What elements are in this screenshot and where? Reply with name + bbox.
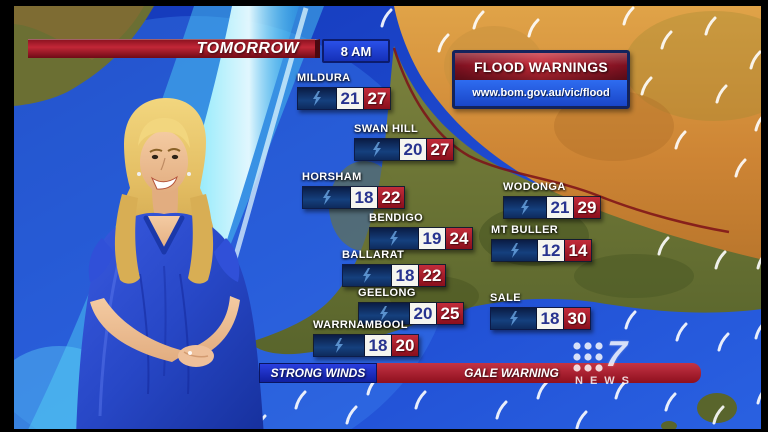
max-temp: 22	[418, 265, 445, 286]
presenter-fringe	[138, 118, 190, 148]
min-temp: 18	[364, 335, 391, 356]
temperature-row: 18 22	[342, 264, 446, 287]
seven-news-watermark: 7 NEWS	[566, 333, 670, 395]
news-wordmark: NEWS	[575, 375, 636, 387]
temperature-row: 18 20	[313, 334, 419, 357]
max-temp: 14	[564, 240, 591, 261]
presenter-smile	[150, 175, 178, 190]
max-temp: 22	[377, 187, 404, 208]
seven-logo-icon: 7	[603, 333, 629, 374]
storm-icon	[492, 240, 537, 261]
city-weather-label: MILDURA 21 27	[297, 72, 391, 110]
city-name: WODONGA	[503, 181, 566, 193]
storm-icon	[504, 197, 546, 218]
min-temp: 21	[336, 88, 363, 109]
min-temp: 21	[546, 197, 573, 218]
bezel-bottom	[0, 429, 768, 432]
city-weather-label: WARRNAMBOOL 18 20	[313, 319, 419, 357]
city-name: GEELONG	[358, 287, 416, 299]
city-name: SWAN HILL	[354, 123, 419, 135]
city-weather-label: BALLARAT 18 22	[342, 249, 446, 287]
bezel-top	[0, 0, 768, 6]
storm-icon	[314, 335, 364, 356]
temperature-row: 21 29	[503, 196, 601, 219]
forecast-time-badge: 8 AM	[322, 39, 390, 63]
temperature-row: 20 27	[354, 138, 454, 161]
bezel-left	[0, 0, 14, 432]
gale-warning-label: GALE WARNING	[464, 366, 559, 380]
max-temp: 20	[391, 335, 418, 356]
city-name: HORSHAM	[302, 171, 362, 183]
max-temp: 30	[563, 308, 590, 329]
temperature-row: 12 14	[491, 239, 592, 262]
city-name: BENDIGO	[369, 212, 424, 224]
city-name: SALE	[490, 292, 521, 304]
temperature-row: 19 24	[369, 227, 473, 250]
city-weather-label: SALE 18 30	[490, 292, 591, 330]
temperature-row: 18 22	[302, 186, 405, 209]
presenter-neckline	[148, 216, 180, 252]
storm-icon	[491, 308, 536, 329]
min-temp: 20	[409, 303, 436, 324]
presenter-arm-left	[90, 298, 188, 362]
city-name: MT BULLER	[491, 224, 559, 236]
land-nsw	[332, 6, 761, 261]
strong-winds-banner: STRONG WINDS	[259, 363, 377, 383]
city-name: WARRNAMBOOL	[313, 319, 408, 331]
min-temp: 18	[350, 187, 377, 208]
weather-presenter	[76, 98, 264, 429]
presenter-arm-right	[192, 296, 240, 356]
state-border-line	[392, 47, 730, 234]
strong-winds-label: STRONG WINDS	[270, 366, 366, 380]
max-temp: 24	[445, 228, 472, 249]
forecast-day-banner: TOMORROW	[28, 39, 320, 58]
flood-warnings-url: www.bom.gov.au/vic/flood	[455, 80, 627, 106]
city-weather-label: MT BULLER 12 14	[491, 224, 592, 262]
min-temp: 19	[418, 228, 445, 249]
max-temp: 27	[363, 88, 390, 109]
city-weather-label: GEELONG 20 25	[358, 287, 464, 325]
min-temp: 20	[399, 139, 426, 160]
gale-warning-banner: GALE WARNING	[377, 363, 701, 383]
city-weather-label: WODONGA 21 29	[503, 181, 601, 219]
flood-warnings-box: FLOOD WARNINGS www.bom.gov.au/vic/flood	[452, 50, 630, 109]
storm-icon	[343, 265, 391, 286]
seven-news-dots-icon	[573, 342, 603, 372]
storm-icon	[298, 88, 336, 109]
forecast-time-label: 8 AM	[340, 43, 372, 59]
temperature-row: 18 30	[490, 307, 591, 330]
city-name: MILDURA	[297, 72, 351, 84]
max-temp: 29	[573, 197, 600, 218]
presenter-sleeve-right	[214, 238, 240, 282]
city-weather-label: BENDIGO 19 24	[369, 212, 473, 250]
max-temp: 25	[436, 303, 463, 324]
min-temp: 12	[537, 240, 564, 261]
temperature-row: 21 27	[297, 87, 391, 110]
storm-icon	[303, 187, 350, 208]
min-temp: 18	[536, 308, 563, 329]
bezel-right	[761, 0, 768, 432]
forecast-day-label: TOMORROW	[196, 40, 299, 57]
storm-icon	[355, 139, 399, 160]
storm-icon	[359, 303, 409, 324]
city-weather-label: HORSHAM 18 22	[302, 171, 405, 209]
island-tasmania	[661, 393, 737, 429]
flood-warnings-title: FLOOD WARNINGS	[455, 53, 627, 80]
city-name: BALLARAT	[342, 249, 405, 261]
presenter-sleeve-left	[88, 238, 114, 282]
city-weather-label: SWAN HILL 20 27	[354, 123, 454, 161]
min-temp: 18	[391, 265, 418, 286]
storm-icon	[370, 228, 418, 249]
broadcast-screen: TOMORROW 8 AM FLOOD WARNINGS www.bom.gov…	[14, 6, 761, 429]
max-temp: 27	[426, 139, 453, 160]
temperature-row: 20 25	[358, 302, 464, 325]
